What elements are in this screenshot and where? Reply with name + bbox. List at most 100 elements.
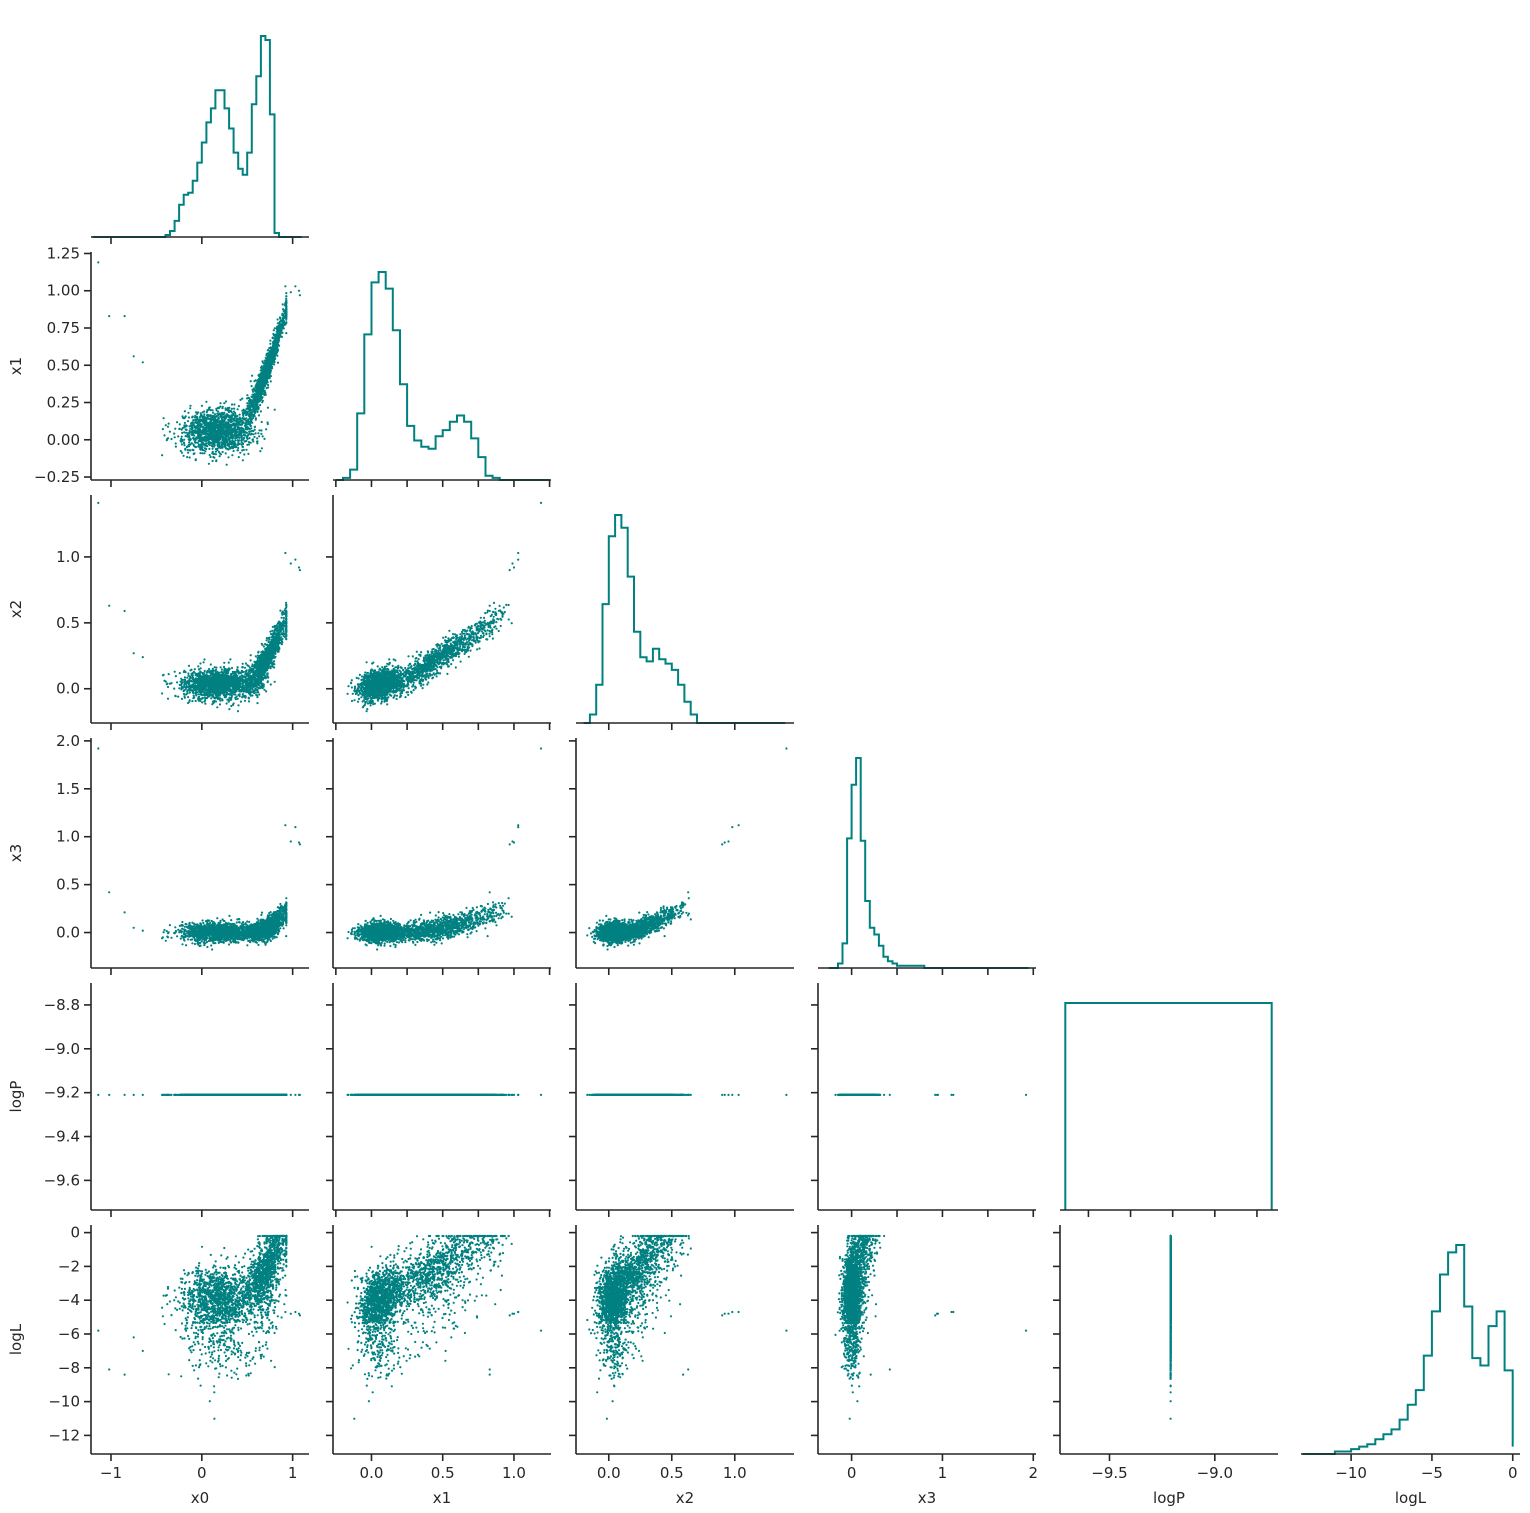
scatter-point — [208, 443, 210, 445]
scatter-point — [244, 431, 246, 433]
scatter-point — [176, 421, 178, 423]
scatter-point — [265, 394, 267, 396]
scatter-point — [228, 411, 230, 413]
scatter-point — [261, 447, 263, 449]
scatter-point — [258, 375, 260, 377]
scatter-point — [226, 448, 228, 450]
scatter-point — [215, 451, 217, 453]
scatter-point — [193, 434, 195, 436]
scatter-point — [273, 361, 275, 363]
scatter-point — [247, 411, 249, 413]
scatter-point — [262, 435, 264, 437]
scatter-point — [246, 402, 248, 404]
scatter-point — [208, 463, 210, 465]
scatter-point — [222, 420, 224, 422]
scatter-point — [277, 362, 279, 364]
scatter-point — [225, 452, 227, 454]
scatter-point — [235, 446, 237, 448]
scatter-point — [205, 443, 207, 445]
scatter-point — [254, 407, 256, 409]
scatter-point — [189, 428, 191, 430]
scatter-point — [241, 446, 243, 448]
scatter-point — [261, 360, 263, 362]
scatter-point — [259, 404, 261, 406]
scatter-point — [185, 432, 187, 434]
scatter-point — [251, 394, 253, 396]
scatter-point — [187, 449, 189, 451]
scatter-point — [223, 424, 225, 426]
scatter-point — [237, 408, 239, 410]
scatter-point — [231, 408, 233, 410]
scatter-point — [214, 427, 216, 429]
scatter-point — [204, 447, 206, 449]
scatter-point — [216, 426, 218, 428]
scatter-point — [243, 453, 245, 455]
scatter-point — [181, 429, 183, 431]
scatter-point — [220, 415, 222, 417]
scatter-point — [240, 435, 242, 437]
scatter-point — [234, 412, 236, 414]
scatter-point — [230, 443, 232, 445]
scatter-point — [212, 448, 214, 450]
scatter-point — [192, 419, 194, 421]
scatter-point — [217, 437, 219, 439]
scatter-point — [282, 322, 284, 324]
scatter-point — [255, 405, 257, 407]
scatter-point — [254, 412, 256, 414]
scatter-point — [181, 439, 183, 441]
scatter-point — [173, 433, 175, 435]
scatter-point — [212, 456, 214, 458]
scatter-point — [246, 420, 248, 422]
scatter-point — [230, 417, 232, 419]
scatter-point — [177, 435, 179, 437]
scatter-point — [276, 331, 278, 333]
scatter-point — [219, 406, 221, 408]
scatter-point — [258, 384, 260, 386]
scatter-point — [268, 347, 270, 349]
scatter-point — [184, 422, 186, 424]
scatter-point — [255, 432, 257, 434]
scatter-point — [254, 429, 256, 431]
scatter-point — [215, 460, 217, 462]
scatter-point — [221, 417, 223, 419]
scatter-point — [178, 428, 180, 430]
scatter-point — [209, 418, 211, 420]
scatter-point — [270, 370, 272, 372]
scatter-point — [239, 414, 241, 416]
scatter-point — [260, 433, 262, 435]
scatter-point — [212, 440, 214, 442]
scatter-point — [210, 456, 212, 458]
scatter-point — [193, 445, 195, 447]
scatter-point — [188, 441, 190, 443]
scatter-point — [227, 436, 229, 438]
scatter-point — [210, 420, 212, 422]
scatter-point — [194, 416, 196, 418]
scatter-point — [203, 413, 205, 415]
scatter-point — [189, 456, 191, 458]
scatter-point — [245, 435, 247, 437]
scatter-point — [282, 303, 284, 305]
scatter-point — [268, 373, 270, 375]
scatter-point — [267, 407, 269, 409]
scatter-point — [279, 316, 281, 318]
scatter-point — [195, 442, 197, 444]
scatter-point — [241, 438, 243, 440]
scatter-point — [229, 440, 231, 442]
scatter-point — [251, 385, 253, 387]
scatter-point — [214, 413, 216, 415]
scatter-point — [231, 428, 233, 430]
scatter-point — [235, 420, 237, 422]
histogram-x0 — [93, 36, 302, 237]
scatter-point — [245, 417, 247, 419]
scatter-point — [161, 454, 163, 456]
scatter-point — [272, 337, 274, 339]
scatter-point — [187, 452, 189, 454]
scatter-point — [277, 335, 279, 337]
scatter-point — [212, 435, 214, 437]
scatter-point — [237, 440, 239, 442]
scatter-point — [235, 432, 237, 434]
scatter-point — [215, 441, 217, 443]
scatter-point — [285, 313, 287, 315]
